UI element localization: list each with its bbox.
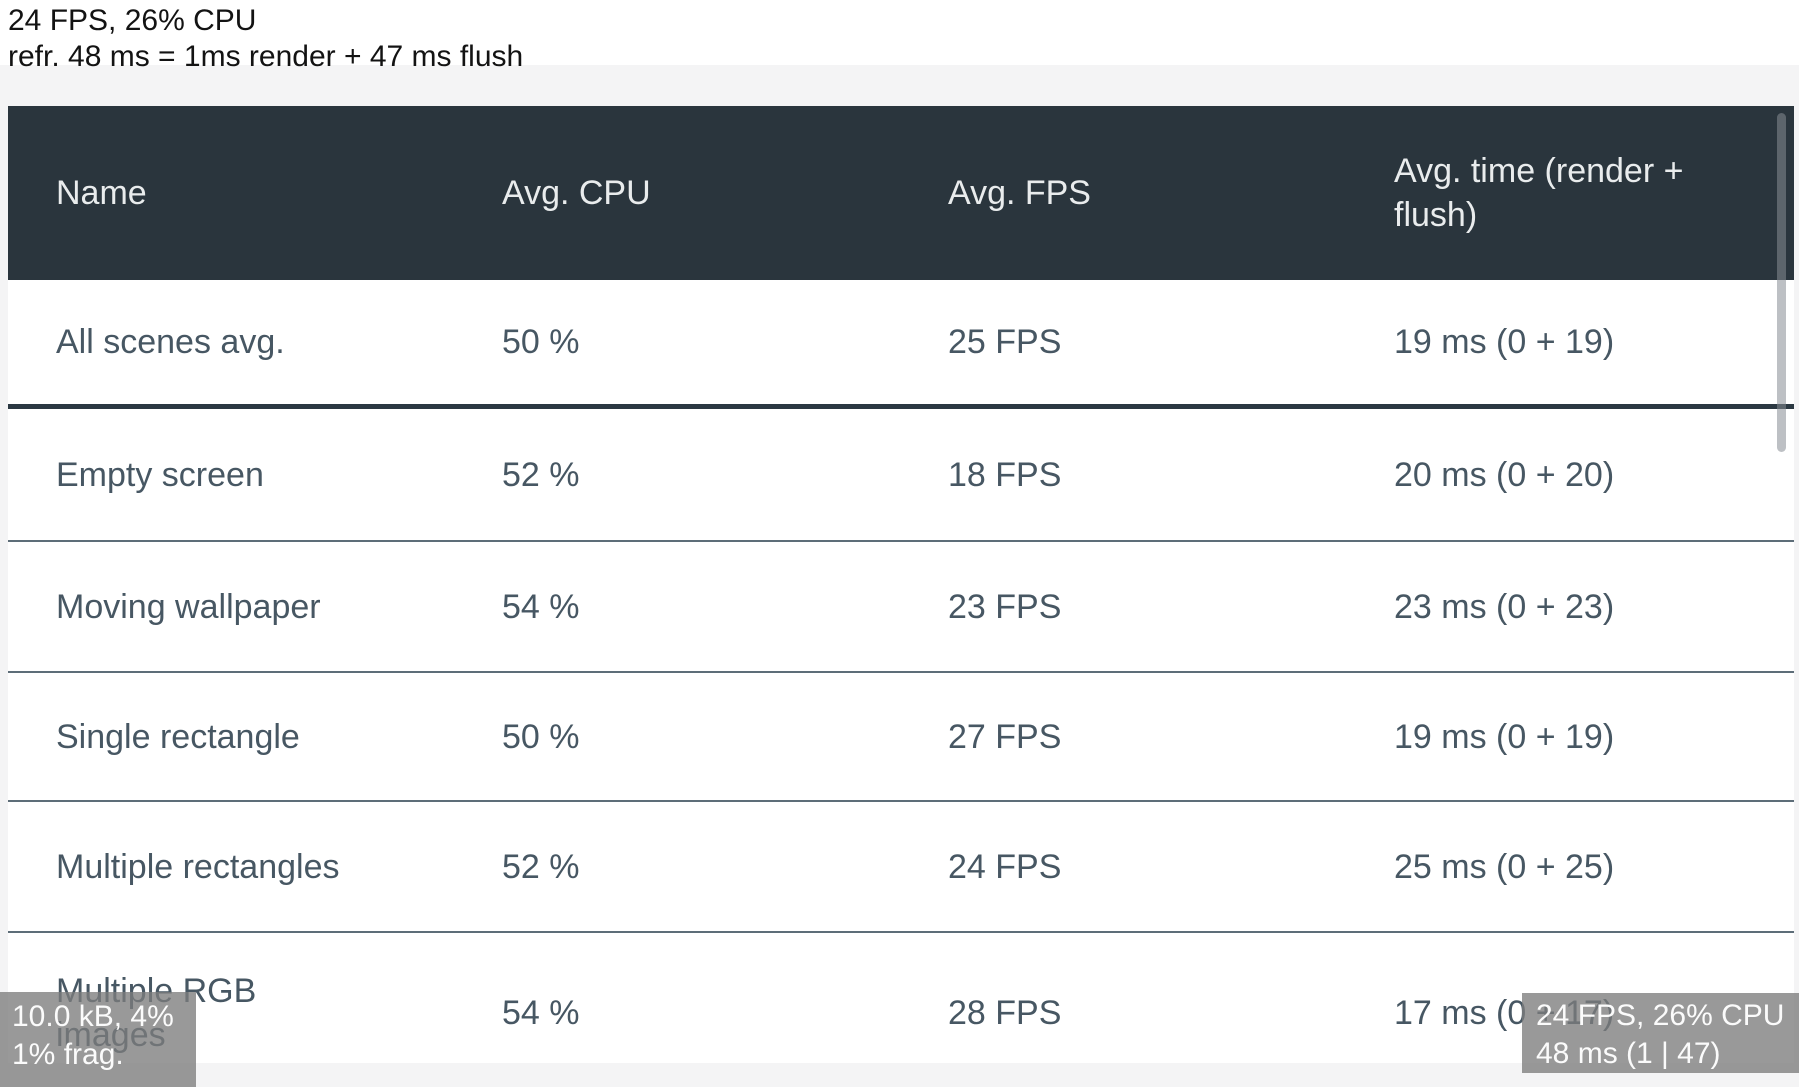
cell-fps-value: 24 FPS	[948, 847, 1062, 886]
column-header-name: Name	[8, 106, 454, 280]
cell-fps: 18 FPS	[900, 409, 1346, 540]
osd-frag-line: 1% frag.	[12, 1038, 124, 1071]
cell-time: 19 ms (0 + 19)	[1346, 673, 1792, 800]
cell-name-value: Single rectangle	[56, 717, 300, 756]
cell-name: Single rectangle	[8, 673, 454, 800]
table-row: Single rectangle 50 % 27 FPS 19 ms (0 + 19)	[8, 673, 1794, 802]
cell-cpu-value: 50 %	[502, 717, 580, 756]
cell-name: Moving wallpaper	[8, 542, 454, 671]
cell-fps: 28 FPS	[900, 933, 1346, 1063]
cell-cpu: 52 %	[454, 802, 900, 931]
cell-cpu: 54 %	[454, 933, 900, 1063]
memory-osd-overlay: 10.0 kB, 4% 1% frag.	[0, 992, 196, 1087]
cell-cpu: 52 %	[454, 409, 900, 540]
cell-name: Multiple rectangles	[8, 802, 454, 931]
cell-fps-value: 25 FPS	[948, 323, 1062, 361]
table-body: All scenes avg. 50 % 25 FPS 19 ms (0 + 19) E…	[8, 280, 1794, 1063]
cell-time-value: 23 ms (0 + 23)	[1394, 587, 1615, 626]
cell-time-value: 19 ms (0 + 19)	[1394, 717, 1615, 756]
vertical-scrollbar-thumb[interactable]	[1777, 113, 1786, 452]
cell-cpu-value: 54 %	[502, 994, 580, 1032]
cell-time-value: 19 ms (0 + 19)	[1394, 323, 1615, 361]
cell-name: All scenes avg.	[8, 280, 454, 404]
cell-time: 20 ms (0 + 20)	[1346, 409, 1792, 540]
cell-cpu-value: 52 %	[502, 847, 580, 886]
osd-memory-line: 10.0 kB, 4%	[12, 1000, 174, 1033]
status-line-refresh: refr. 48 ms = 1ms render + 47 ms flush	[8, 40, 524, 73]
cell-fps: 25 FPS	[900, 280, 1346, 404]
osd-fps-line: 24 FPS, 26% CPU	[1536, 999, 1785, 1032]
cell-name-value: All scenes avg.	[56, 323, 285, 361]
compositor-status-text: 24 FPS, 26% CPU refr. 48 ms = 1ms render…	[8, 3, 523, 75]
column-header-label: Avg. time (render + flush)	[1394, 152, 1684, 234]
osd-frametime-line: 48 ms (1 | 47)	[1536, 1037, 1721, 1070]
column-header-label: Avg. CPU	[502, 174, 651, 212]
cell-cpu-value: 50 %	[502, 323, 580, 361]
cell-fps-value: 27 FPS	[948, 717, 1062, 756]
cell-time: 19 ms (0 + 19)	[1346, 280, 1792, 404]
status-line-fps-cpu: 24 FPS, 26% CPU	[8, 4, 257, 37]
cell-cpu-value: 52 %	[502, 455, 580, 494]
column-header-label: Name	[56, 174, 147, 212]
table-row: Empty screen 52 % 18 FPS 20 ms (0 + 20)	[8, 409, 1794, 542]
cell-name-value: Multiple rectangles	[56, 847, 340, 886]
table-row: All scenes avg. 50 % 25 FPS 19 ms (0 + 19)	[8, 280, 1794, 409]
column-header-label: Avg. FPS	[948, 174, 1091, 212]
cell-fps: 23 FPS	[900, 542, 1346, 671]
cell-time-value: 20 ms (0 + 20)	[1394, 455, 1615, 494]
cell-name-value: Moving wallpaper	[56, 587, 321, 626]
cell-time-value: 25 ms (0 + 25)	[1394, 847, 1615, 886]
cell-time: 23 ms (0 + 23)	[1346, 542, 1792, 671]
cell-fps-value: 18 FPS	[948, 455, 1062, 494]
cell-fps: 27 FPS	[900, 673, 1346, 800]
top-panel	[0, 0, 1799, 65]
fps-osd-overlay: 24 FPS, 26% CPU 48 ms (1 | 47)	[1522, 993, 1799, 1073]
cell-cpu: 54 %	[454, 542, 900, 671]
cell-time: 25 ms (0 + 25)	[1346, 802, 1792, 931]
column-header-avg-cpu: Avg. CPU	[454, 106, 900, 280]
cell-cpu: 50 %	[454, 673, 900, 800]
column-header-avg-fps: Avg. FPS	[900, 106, 1346, 280]
cell-name-value: Empty screen	[56, 455, 264, 494]
cell-fps-value: 23 FPS	[948, 587, 1062, 626]
cell-name: Empty screen	[8, 409, 454, 540]
cell-fps: 24 FPS	[900, 802, 1346, 931]
table-header-row: Name Avg. CPU Avg. FPS Avg. time (render + …	[8, 106, 1794, 280]
table-row: Moving wallpaper 54 % 23 FPS 23 ms (0 + 23)	[8, 542, 1794, 673]
benchmark-table: Name Avg. CPU Avg. FPS Avg. time (render + …	[8, 106, 1794, 1063]
table-row: Multiple rectangles 52 % 24 FPS 25 ms (0 + …	[8, 802, 1794, 933]
cell-cpu-value: 54 %	[502, 587, 580, 626]
cell-cpu: 50 %	[454, 280, 900, 404]
column-header-avg-time-render-flush: Avg. time (render + flush)	[1346, 106, 1792, 280]
cell-fps-value: 28 FPS	[948, 994, 1062, 1032]
